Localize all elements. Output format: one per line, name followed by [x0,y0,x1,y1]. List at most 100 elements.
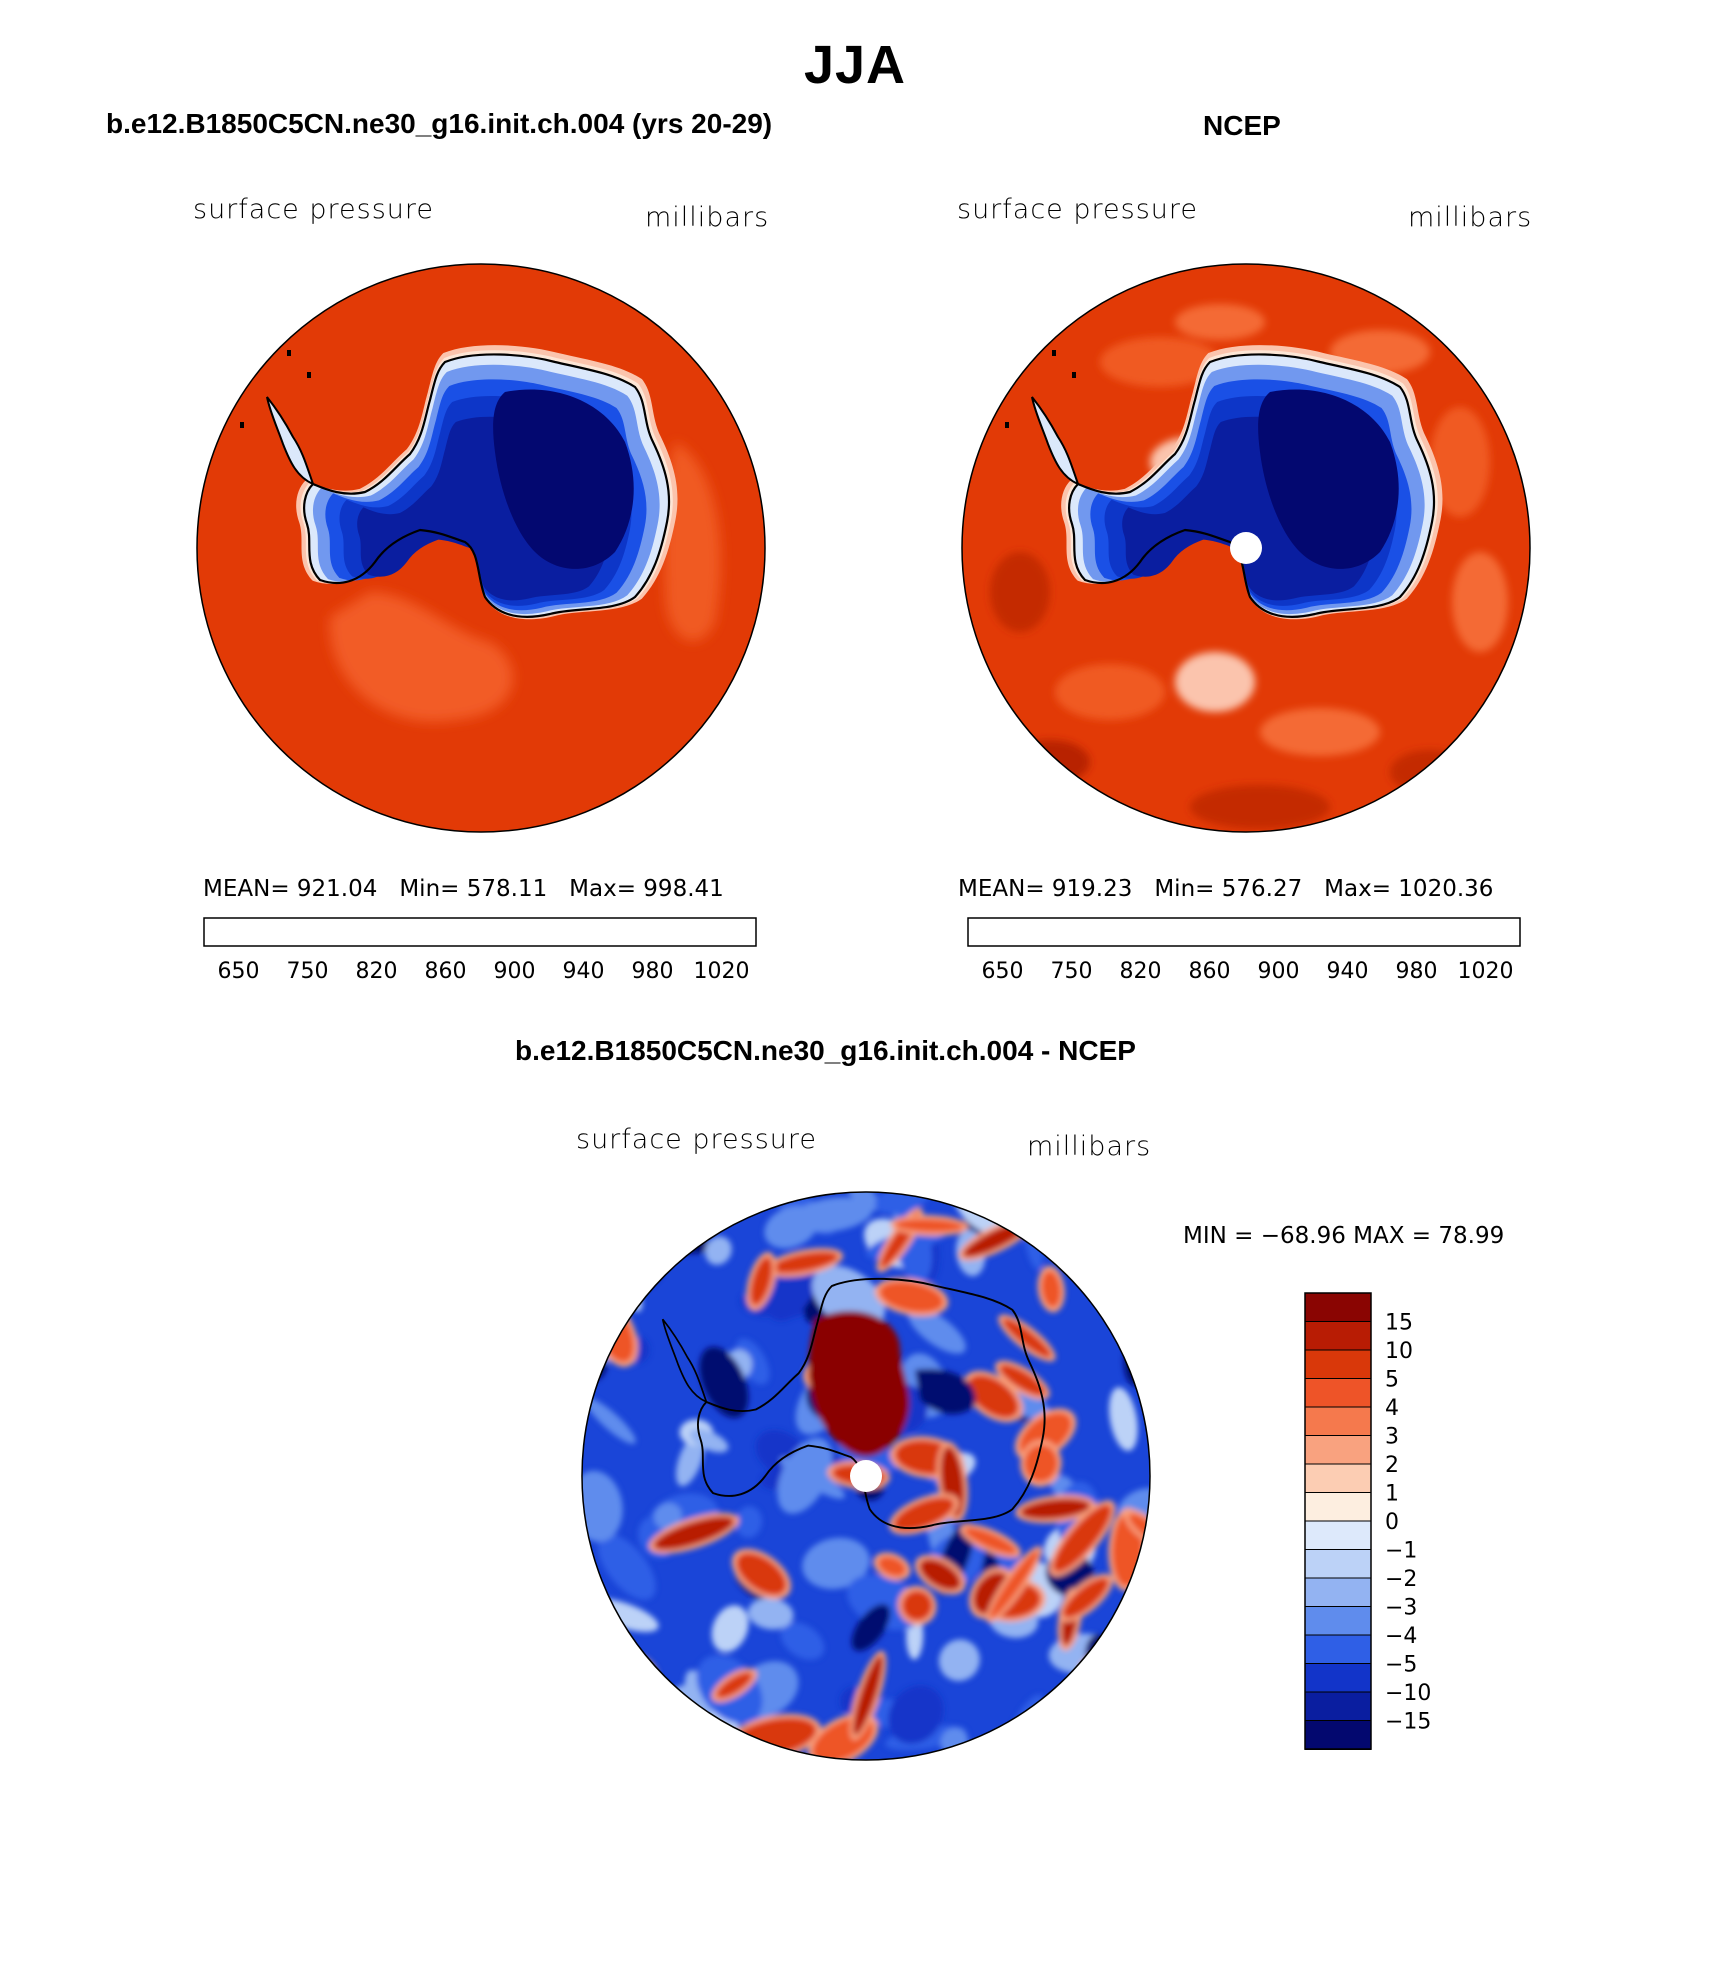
panel2-peninsula-coast [1031,396,1080,486]
panel3-plateau-anomaly [808,1311,910,1457]
panel3-blob-red-58 [853,1655,883,1736]
panel3-blob-red-10 [1020,1498,1091,1520]
panel3-blob-blue-59 [711,1605,749,1653]
panel2-peninsula [1032,397,1078,484]
panel1-island-1 [240,422,244,428]
panel2-island-2 [1052,350,1056,356]
panel3-blob-blue-48 [842,1192,879,1211]
panel3-blob-red-34 [879,1281,944,1313]
panel3-colorbar-swatch-14 [1304,1691,1372,1722]
panel2-colorbar-tick-2: 820 [1120,959,1162,984]
panel3-blob-red-52 [967,1375,1019,1418]
panel2-colorbar-tick-5: 940 [1327,959,1369,984]
panel3-blob-blue-21 [584,1654,607,1677]
panel3-blob-blue-69 [735,1506,763,1538]
panel3-blob-blue-87 [582,1240,611,1268]
panel3-polar-map [581,1191,1151,1761]
panel3-blob-blue-82 [851,1604,891,1651]
panel1-max-value: 998.41 [643,876,724,902]
panel3-blob-red-27 [582,1601,618,1660]
panel1-units-label: millibars [645,202,770,233]
panel3-colorbar-tick-0: 15 [1385,1311,1413,1336]
panel3-colorbar-swatch-11 [1304,1606,1372,1636]
panel3-blob-red-43 [653,1516,734,1550]
panel3-colorbar-swatch-10 [1304,1577,1372,1608]
panel2-max-label: Max= [1324,876,1391,902]
panel2-polar-map [961,263,1531,833]
panel2-patch-8 [1190,785,1330,829]
panel2-island-0 [1072,372,1076,378]
panel1-colorbar-tick-4: 900 [494,959,536,984]
panel3-blob-blue-0 [1074,1700,1104,1732]
panel3-blob-red-13 [1053,1504,1112,1572]
panel1-island-2 [287,350,291,356]
panel2-units-label: millibars [1408,202,1533,233]
panel3-blob-red-38 [878,1556,906,1577]
panel3-blob-blue-117 [694,1726,729,1760]
panel2-patch-6 [1260,708,1380,756]
panel3-blob-red-57 [893,1497,955,1531]
panel3-coastline [697,1277,1046,1530]
panel3-colorbar-swatch-15 [1304,1720,1372,1750]
panel3-blob-blue-91 [938,1639,980,1681]
panel3-colorbar-tick-9: −2 [1385,1567,1417,1592]
panel3-blob-blue-42 [597,1534,656,1600]
panel3-blob-red-67 [641,1192,674,1205]
panel3-blob-blue-93 [1097,1716,1126,1756]
panel3-blob-red-4 [1076,1725,1132,1750]
panel1-polar-map [196,263,766,833]
panel1-colorbar-tick-3: 860 [425,959,467,984]
panel3-blob-blue-49 [675,1433,705,1487]
panel3-blob-red-46 [964,1527,1017,1554]
panel1-plateau-core [493,389,634,569]
panel1-colorbar: 650 750 820 860 900 940 980 1020 [203,917,757,984]
panel2-patch-9 [1390,750,1470,794]
panel3-blob-red-9 [999,1364,1046,1396]
panel2-patch-3 [1430,407,1490,517]
panel2-colorbar-tick-0: 650 [982,959,1024,984]
panel3-blob-blue-68 [747,1597,794,1630]
panel1-mean-value: 921.04 [296,876,378,902]
panel3-blob-blue-98 [653,1502,682,1530]
panel3-colorbar-tick-13: −10 [1385,1681,1431,1706]
panel3-blob-blue-64 [1109,1387,1138,1451]
panel1-max-label: Max= [569,876,636,902]
panel3-units-label: millibars [1027,1131,1152,1162]
panel1-colorbar-tick-6: 980 [632,959,674,984]
panel3-blob-red-halo-4 [1071,1722,1137,1754]
panel1-island-0 [307,372,311,378]
panel3-blob-blue-18 [616,1723,675,1745]
panel1-peninsula-coast [266,396,315,486]
panel3-plateau-low [915,1369,976,1415]
panel3-pole-hole [850,1460,882,1492]
panel1-variable-label: surface pressure [193,194,434,225]
panel2-min-label: Min= [1154,876,1215,902]
panel3-colorbar-tick-4: 3 [1385,1425,1399,1450]
panel2-pole-hole [1230,532,1262,564]
panel3-blob-red-22 [989,1550,1039,1619]
panel1-colorbar-frame [203,917,757,947]
panel1-title: b.e12.B1850C5CN.ne30_g16.init.ch.004 (yr… [106,108,773,139]
panel3-blob-blue-67 [699,1346,749,1418]
panel3-blob-red-20 [1105,1689,1150,1705]
panel2-patch-1 [1175,304,1265,340]
panel1-min-label: Min= [399,876,460,902]
panel3-peninsula-coast [661,1318,708,1404]
panel1-min-value: 578.11 [466,876,548,902]
panel2-patch-0 [1100,337,1220,387]
panel2-colorbar-tick-1: 750 [1051,959,1093,984]
panel2-mean-label: MEAN= [958,876,1045,902]
panel2-stats: MEAN= 919.23 Min= 576.27 Max= 1020.36 [958,876,1493,902]
panel3-blob-red-53 [902,1590,933,1621]
panel3-blob-blue-79 [907,1307,966,1354]
panel3-blob-blue-65 [777,1437,833,1514]
panel3-blob-red-halo-39 [689,1728,733,1760]
panel3-blob-red-halo-45 [582,1252,658,1280]
panel3-colorbar-tick-1: 10 [1385,1339,1413,1364]
panel2-plateau-core [1258,389,1399,569]
panel3-colorbar-swatch-5 [1304,1435,1372,1465]
panel3-blob-red-17 [736,1553,787,1595]
panel3-blob-red-64 [750,1256,773,1306]
panel3-blob-blue-103 [764,1205,818,1249]
